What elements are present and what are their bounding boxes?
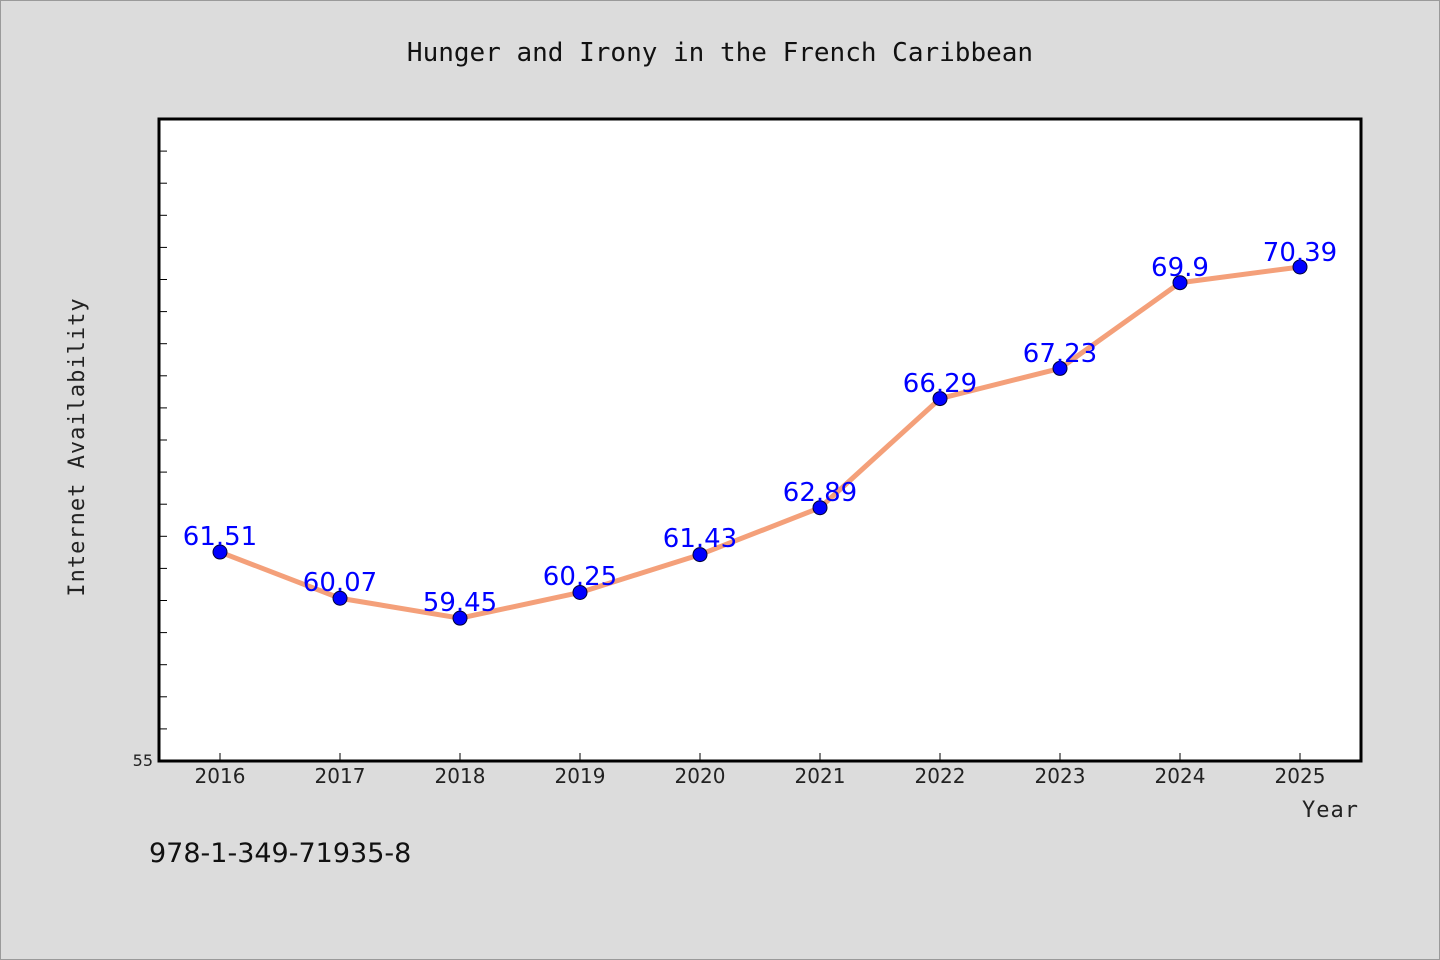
y-axis-ticks xyxy=(159,150,167,730)
data-label-2021: 62.89 xyxy=(783,478,857,508)
y-tick-label: 55 xyxy=(133,751,153,770)
data-label-2023: 67.23 xyxy=(1023,339,1097,369)
data-marker-2017 xyxy=(332,590,348,606)
plot-area xyxy=(157,117,1363,763)
x-tick-label-2021: 2021 xyxy=(795,764,846,788)
x-tick-label-2025: 2025 xyxy=(1275,764,1326,788)
x-axis-ticks xyxy=(219,753,1301,761)
data-label-2017: 60.07 xyxy=(303,568,377,598)
data-marker-2019 xyxy=(572,584,588,600)
data-marker-2025 xyxy=(1292,259,1308,275)
x-tick-label-2019: 2019 xyxy=(555,764,606,788)
data-label-2020: 61.43 xyxy=(663,524,737,554)
x-tick-label-2023: 2023 xyxy=(1035,764,1086,788)
x-tick-label-2022: 2022 xyxy=(915,764,966,788)
x-tick-labels: 2016 2017 2018 2019 2020 2021 2022 2023 … xyxy=(195,764,1326,788)
data-label-2016: 61.51 xyxy=(183,522,257,552)
x-tick-label-2020: 2020 xyxy=(675,764,726,788)
data-marker-2024 xyxy=(1172,275,1188,291)
data-marker-2018 xyxy=(452,610,468,626)
data-marker-2020 xyxy=(692,547,708,563)
chart-title: Hunger and Irony in the French Caribbean xyxy=(407,38,1033,68)
series-line xyxy=(217,264,1303,621)
data-label-2025: 70.39 xyxy=(1263,238,1337,268)
data-marker-2016 xyxy=(212,544,228,560)
data-markers xyxy=(212,259,1308,626)
x-axis-label: Year xyxy=(1302,798,1359,823)
data-labels: 61.51 60.07 59.45 60.25 61.43 62.89 66.2… xyxy=(183,238,1337,618)
x-tick-label-2016: 2016 xyxy=(195,764,246,788)
isbn-text: 978-1-349-71935-8 xyxy=(149,838,411,869)
data-marker-2023 xyxy=(1052,360,1068,376)
x-tick-label-2018: 2018 xyxy=(435,764,486,788)
data-label-2024: 69.9 xyxy=(1151,253,1209,283)
data-label-2018: 59.45 xyxy=(423,588,497,618)
x-tick-label-2024: 2024 xyxy=(1155,764,1206,788)
x-tick-label-2017: 2017 xyxy=(315,764,366,788)
data-label-2019: 60.25 xyxy=(543,562,617,592)
data-marker-2022 xyxy=(932,391,948,407)
y-axis-label: Internet Availability xyxy=(65,297,90,596)
data-label-2022: 66.29 xyxy=(903,369,977,399)
data-marker-2021 xyxy=(812,500,828,516)
